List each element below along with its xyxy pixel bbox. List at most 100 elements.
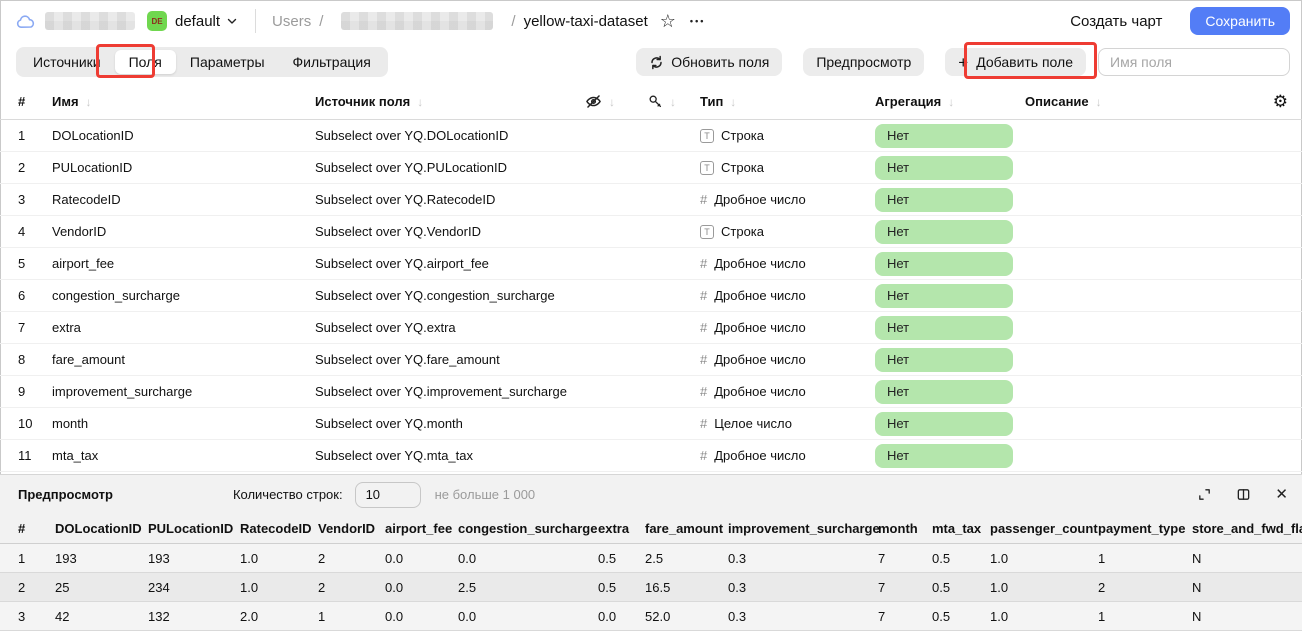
tab-parameters[interactable]: Параметры — [176, 50, 279, 74]
field-index: 2 — [18, 160, 26, 175]
cloud-icon — [16, 14, 36, 30]
sort-icon: ↓ — [85, 94, 92, 109]
preview-row: 3 42 132 2.0 1 0.0 0.0 0.0 52.0 0.3 7 0.5 1.0 1 N — [0, 602, 1302, 631]
field-type[interactable]: T Строка — [700, 160, 875, 175]
field-row[interactable]: 5 airport_fee Subselect over YQ.airport_fe… — [0, 248, 1302, 280]
preview-cell: 2 — [18, 579, 26, 595]
field-type[interactable]: # Дробное число — [700, 448, 875, 463]
field-index: 6 — [18, 288, 26, 303]
folder-name[interactable]: default — [175, 12, 221, 30]
field-name-search-input[interactable] — [1098, 48, 1290, 76]
blurred-folder-path[interactable] — [341, 12, 494, 30]
field-row[interactable]: 9 improvement_surcharge Subselect over YQ.… — [0, 376, 1302, 408]
field-name: congestion_surcharge — [52, 288, 180, 303]
preview-toggle-button[interactable]: Предпросмотр — [803, 48, 925, 76]
field-aggregation: Нет — [875, 443, 1025, 468]
field-row[interactable]: 10 month Subselect over YQ.month # Целое чис… — [0, 408, 1302, 440]
aggregation-select[interactable]: Нет — [875, 187, 1013, 212]
field-type[interactable]: # Целое число — [700, 416, 875, 431]
field-row[interactable]: 11 mta_tax Subselect over YQ.mta_tax # Дробн… — [0, 440, 1302, 472]
aggregation-select[interactable]: Нет — [875, 411, 1013, 436]
field-aggregation: Нет — [875, 155, 1025, 180]
field-type[interactable]: # Дробное число — [700, 384, 875, 399]
field-name: fare_amount — [52, 352, 125, 367]
add-field-button[interactable]: + Добавить поле — [945, 48, 1086, 76]
field-row[interactable]: 8 fare_amount Subselect over YQ.fare_amoun… — [0, 344, 1302, 376]
string-type-icon: T — [700, 224, 714, 239]
preview-cell: 0.5 — [598, 579, 617, 595]
field-type[interactable]: T Строка — [700, 224, 875, 239]
field-source: Subselect over YQ.RatecodeID — [315, 192, 496, 207]
more-actions-icon[interactable]: ••• — [689, 16, 706, 26]
field-index: 8 — [18, 352, 26, 367]
preview-cell: 0.5 — [932, 608, 951, 624]
tab-fields[interactable]: Поля — [114, 50, 176, 74]
preview-cell: 0.3 — [728, 579, 747, 595]
preview-col-header: RatecodeID — [240, 521, 312, 536]
aggregation-select[interactable]: Нет — [875, 443, 1013, 468]
col-name[interactable]: Имя ↓ — [52, 94, 92, 109]
aggregation-select[interactable]: Нет — [875, 315, 1013, 340]
field-row[interactable]: 3 RatecodeID Subselect over YQ.RatecodeID #… — [0, 184, 1302, 216]
col-description[interactable]: Описание ↓ — [1025, 94, 1102, 109]
preview-cell: 1 — [1098, 550, 1106, 566]
preview-table-body: 1 193 193 1.0 2 0.0 0.0 0.5 2.5 0.3 7 0.5 1.0 1 N 2 25 23… — [0, 544, 1302, 631]
col-aggregation[interactable]: Агрегация ↓ — [875, 94, 955, 109]
close-preview-button[interactable]: ✕ — [1275, 486, 1288, 503]
field-row[interactable]: 4 VendorID Subselect over YQ.VendorID T Стро… — [0, 216, 1302, 248]
col-hidden[interactable]: ↓ — [585, 93, 648, 110]
field-row[interactable]: 7 extra Subselect over YQ.extra # Дробное чи… — [0, 312, 1302, 344]
col-source[interactable]: Источник поля ↓ — [315, 94, 424, 109]
field-row[interactable]: 6 congestion_surcharge Subselect over YQ.c… — [0, 280, 1302, 312]
preview-cell: 1.0 — [990, 550, 1009, 566]
field-source: Subselect over YQ.month — [315, 416, 463, 431]
field-row[interactable]: 2 PULocationID Subselect over YQ.PULocatio… — [0, 152, 1302, 184]
breadcrumb-dataset-name: yellow-taxi-dataset — [523, 12, 648, 30]
split-view-button[interactable] — [1236, 487, 1251, 502]
field-aggregation: Нет — [875, 347, 1025, 372]
preview-row: 2 25 234 1.0 2 0.0 2.5 0.5 16.5 0.3 7 0.5 1.0 2 N — [0, 573, 1302, 602]
field-type[interactable]: # Дробное число — [700, 320, 875, 335]
preview-col-header: passenger_count — [990, 521, 1098, 536]
preview-col-header: month — [878, 521, 918, 536]
preview-cell: 52.0 — [645, 608, 671, 624]
blurred-cloud-name[interactable] — [45, 12, 135, 30]
breadcrumb-users[interactable]: Users — [272, 12, 312, 30]
field-type[interactable]: # Дробное число — [700, 352, 875, 367]
aggregation-select[interactable]: Нет — [875, 283, 1013, 308]
preview-cell: 0.0 — [385, 579, 404, 595]
number-type-icon: # — [700, 384, 708, 399]
tab-sources[interactable]: Источники — [19, 50, 115, 74]
aggregation-select[interactable]: Нет — [875, 347, 1013, 372]
rows-count-label: Количество строк: — [232, 487, 343, 502]
aggregation-select[interactable]: Нет — [875, 379, 1013, 404]
table-settings-gear-icon[interactable]: ⚙ — [1272, 91, 1288, 111]
expand-preview-button[interactable] — [1197, 487, 1212, 502]
expand-icon — [1199, 489, 1211, 500]
create-chart-button[interactable]: Создать чарт — [1064, 12, 1168, 31]
preview-cell: 42 — [55, 608, 70, 624]
field-row[interactable]: 1 DOLocationID Subselect over YQ.DOLocatio… — [0, 120, 1302, 152]
favorite-star-icon[interactable]: ☆ — [659, 10, 676, 31]
preview-cell: N — [1192, 550, 1202, 566]
field-aggregation: Нет — [875, 283, 1025, 308]
field-type[interactable]: # Дробное число — [700, 288, 875, 303]
aggregation-select[interactable]: Нет — [875, 155, 1013, 180]
tab-filtering[interactable]: Фильтрация — [279, 50, 385, 74]
refresh-fields-button[interactable]: Обновить поля — [636, 48, 783, 76]
field-type[interactable]: # Дробное число — [700, 192, 875, 207]
preview-cell: 0.3 — [728, 608, 747, 624]
col-type[interactable]: Тип ↓ — [700, 94, 737, 109]
save-button[interactable]: Сохранить — [1190, 7, 1290, 35]
chevron-down-icon[interactable] — [225, 14, 239, 28]
aggregation-select[interactable]: Нет — [875, 219, 1013, 244]
rows-count-input[interactable] — [354, 481, 421, 508]
aggregation-select[interactable]: Нет — [875, 123, 1013, 148]
add-field-label: Добавить поле — [976, 54, 1073, 70]
preview-cell: 0.5 — [932, 579, 951, 595]
field-type[interactable]: # Дробное число — [700, 256, 875, 271]
aggregation-select[interactable]: Нет — [875, 251, 1013, 276]
col-access-key[interactable]: ↓ — [648, 94, 700, 109]
field-index: 9 — [18, 384, 26, 399]
field-type[interactable]: T Строка — [700, 128, 875, 143]
